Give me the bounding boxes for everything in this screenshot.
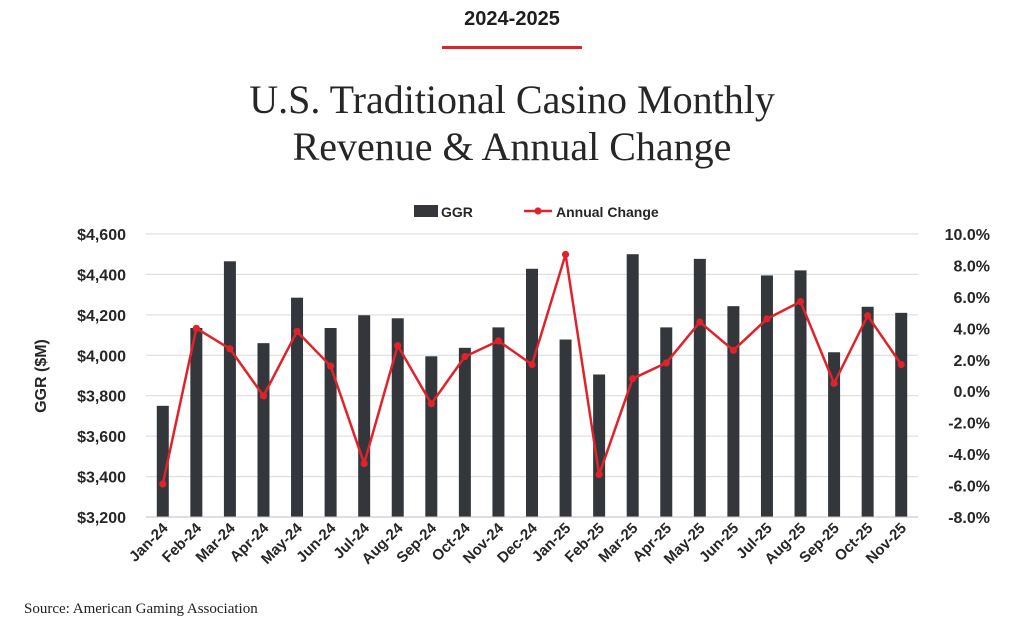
bar [190,327,203,517]
chart-kicker: 2024-2025 [464,8,560,30]
bar [794,270,807,517]
legend-label-ggr: GGR [441,204,473,220]
line-point [394,342,402,350]
chart-title-line2: Revenue & Annual Change [292,124,732,169]
line-point [864,312,872,320]
line-point [629,375,637,383]
bar [526,268,538,517]
line-point [830,379,838,387]
line-point [696,318,704,326]
y2-tick-label: -4.0% [948,447,990,464]
line-series-annual-change [159,250,905,488]
y2-tick-label: -6.0% [948,479,990,496]
bar [257,343,270,517]
bar [626,254,639,517]
bar [223,261,236,517]
bar [861,306,874,517]
y2-tick-label: 8.0% [954,258,990,275]
bar [760,275,773,517]
bar [828,352,841,517]
y2-tick-label: 4.0% [954,321,990,338]
line-point [259,392,268,400]
bar [593,374,606,517]
y-tick-label: $4,200 [77,308,126,325]
bar [492,327,505,517]
line-point [226,345,234,353]
bar [693,258,706,517]
bar [559,339,572,517]
line-point [561,250,570,259]
y2-tick-label: 0.0% [954,384,990,401]
y2-tick-label: 2.0% [954,353,990,370]
line-point [327,362,335,370]
bar [291,297,304,517]
legend-swatch-annual-change-marker [534,207,542,215]
y2-tick-label: -8.0% [948,510,990,527]
bar [458,347,471,517]
line-point [360,459,368,468]
bar [425,356,438,517]
line-point [897,360,905,369]
y-tick-label: $4,600 [77,227,126,244]
bar [324,327,337,517]
line-point [796,298,805,306]
line-point [494,337,503,345]
y-tick-label: $3,600 [77,429,126,446]
chart-title: U.S. Traditional Casino Monthly Revenue … [0,76,1024,170]
y-tick-label: $3,400 [77,470,126,487]
bar-series-ggr [156,254,908,517]
y-tick-label: $3,200 [77,510,126,527]
bar [391,318,404,517]
line-point [729,346,737,354]
line-point [461,353,469,361]
chart-title-line1: U.S. Traditional Casino Monthly [249,77,775,122]
y-tick-label: $4,000 [77,348,126,365]
y-tick-label: $3,800 [77,389,126,406]
bar [727,306,740,517]
bar [660,327,673,517]
kicker-underline [442,46,582,49]
line-point [427,400,435,408]
line-point [595,470,603,479]
source-note: Source: American Gaming Association [24,601,258,617]
line-point [528,360,536,369]
legend: GGR Annual Change [414,204,659,220]
line-point [763,315,771,323]
y2-tick-label: 6.0% [954,290,990,307]
bar [358,315,371,517]
bar [895,312,908,517]
legend-label-annual-change: Annual Change [556,204,659,220]
y-axis-title: GGR ($M) [33,339,50,413]
y-tick-label: $4,400 [77,267,126,284]
legend-swatch-ggr [414,205,438,217]
y2-tick-label: -2.0% [948,416,990,433]
line-point [662,359,670,367]
line-point [192,324,200,332]
line-point [293,327,301,336]
line-point [159,480,167,488]
y2-tick-label: 10.0% [945,227,990,244]
bar [156,405,169,517]
